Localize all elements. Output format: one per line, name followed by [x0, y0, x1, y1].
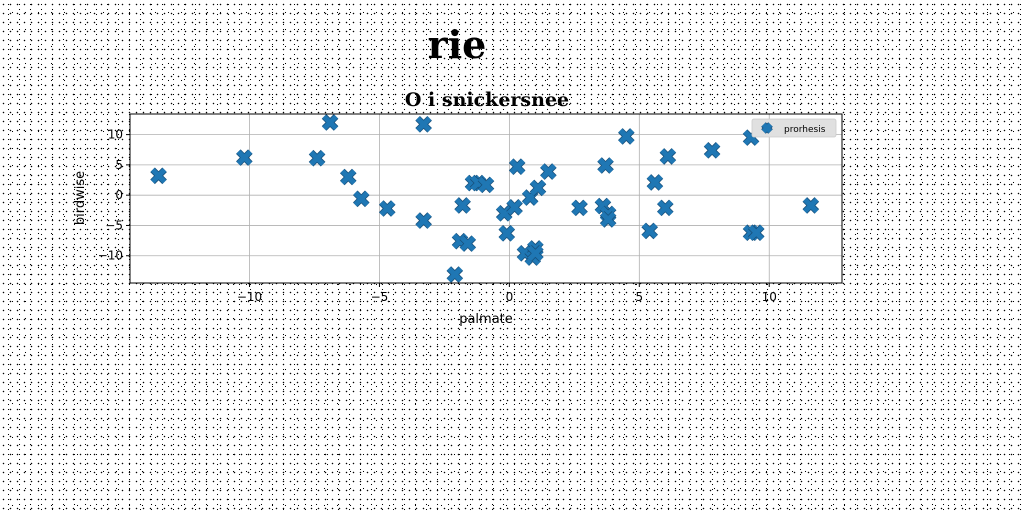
data-point — [571, 199, 588, 217]
x-tick-label: 10 — [762, 290, 777, 304]
x-tick-label: 5 — [635, 290, 643, 304]
y-axis-label: birdwise — [73, 171, 88, 225]
y-tick-label: 0 — [115, 188, 123, 202]
data-point — [659, 148, 677, 165]
data-point — [703, 142, 721, 159]
y-tick-label: −5 — [105, 218, 123, 232]
data-point — [597, 157, 614, 174]
legend-box — [751, 118, 837, 138]
y-tick-label: 5 — [115, 158, 123, 172]
x-tick-label: 0 — [506, 290, 514, 304]
data-point — [540, 163, 557, 180]
x-axis-ticks: −10 −5 0 5 10 — [237, 283, 777, 304]
data-point — [657, 199, 674, 217]
grid-y — [130, 134, 842, 257]
data-point — [747, 224, 765, 242]
plot-area — [129, 113, 843, 284]
data-point — [802, 197, 820, 214]
plot-frame — [129, 113, 843, 284]
grid-x — [249, 114, 770, 283]
figure-suptitle: rie — [428, 22, 487, 67]
data-point — [352, 190, 370, 208]
chart-title: O i snickersnee — [405, 89, 569, 111]
data-point — [454, 197, 471, 214]
legend-marker-icon — [761, 122, 773, 134]
data-point — [339, 168, 357, 186]
data-point — [415, 115, 432, 133]
legend-marker-x — [761, 122, 773, 134]
data-point — [446, 266, 464, 283]
data-point — [646, 174, 664, 191]
data-point — [378, 200, 396, 217]
data-point — [618, 128, 635, 145]
data-point — [308, 149, 326, 167]
data-point — [599, 211, 617, 228]
data-point — [527, 245, 544, 262]
x-tick-label: −5 — [371, 290, 389, 304]
y-tick-label: 10 — [108, 128, 123, 142]
scatter-points — [150, 114, 820, 283]
data-point — [508, 158, 526, 175]
legend: prorhesis — [751, 118, 837, 138]
data-point — [641, 222, 659, 240]
legend-entry-label: prorhesis — [784, 125, 826, 135]
data-point — [459, 235, 477, 252]
data-point — [321, 114, 339, 131]
plot-background — [130, 114, 842, 283]
data-point — [477, 176, 495, 194]
x-axis-label: palmate — [459, 312, 513, 327]
data-point — [506, 198, 523, 216]
x-tick-label: −10 — [237, 290, 262, 304]
data-point — [529, 179, 547, 197]
y-tick-label: −10 — [98, 249, 123, 263]
data-point — [150, 167, 167, 185]
data-point — [415, 212, 432, 229]
data-point — [236, 149, 253, 166]
data-point — [498, 225, 516, 242]
y-axis-ticks: −10 −5 0 5 10 — [98, 128, 130, 263]
